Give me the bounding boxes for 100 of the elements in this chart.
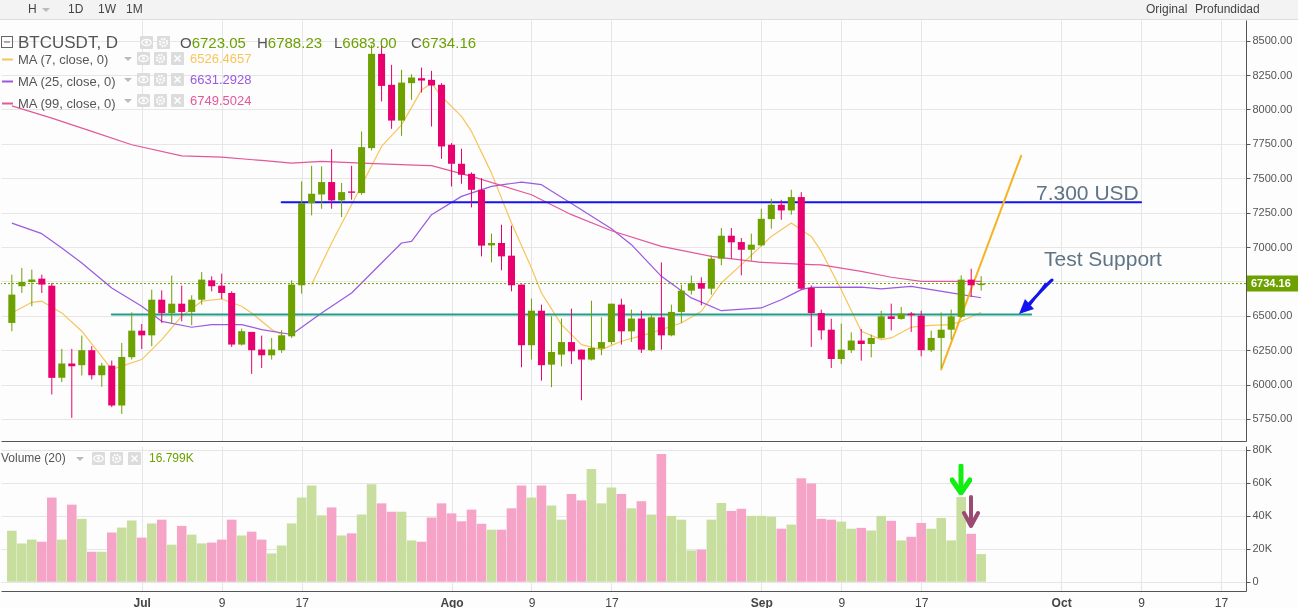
y-tick-label: 6000.00 [1252, 378, 1293, 391]
candlestick [787, 189, 795, 216]
bar [526, 497, 537, 582]
bar [696, 549, 707, 582]
y-tick-label: 20K [1252, 542, 1273, 555]
y-tick-label: 8250.00 [1252, 68, 1293, 81]
bar [176, 525, 187, 582]
candlestick [158, 289, 166, 324]
bar [136, 537, 147, 582]
annotation: 16.799K [149, 451, 194, 465]
candlestick [547, 315, 555, 388]
bar [57, 539, 67, 582]
y-tick-label: 60K [1252, 476, 1273, 489]
bar [77, 518, 87, 582]
candlestick [497, 224, 506, 271]
bar [776, 528, 787, 582]
candlestick [328, 148, 336, 210]
bar [626, 508, 637, 582]
bar [966, 533, 976, 582]
bar [486, 529, 497, 582]
x-tick-label: 9 [528, 595, 536, 610]
bar [896, 540, 907, 582]
candlestick [38, 274, 46, 294]
candlestick [458, 148, 466, 185]
candlestick [58, 348, 66, 383]
bar [786, 524, 797, 582]
candlestick [218, 273, 226, 300]
x-tick-label: Oct [1051, 595, 1072, 610]
annotation: C6734.16 [411, 34, 477, 51]
x-tick-label: 17 [915, 595, 929, 610]
bar [536, 485, 547, 582]
candlestick [887, 303, 895, 331]
bar [856, 527, 867, 582]
candlestick [557, 318, 565, 367]
legend-label: MA (99, close, 0) [18, 95, 116, 111]
line-series [11, 181, 982, 336]
y-tick-label: 6250.00 [1252, 343, 1293, 356]
text: Original [1146, 2, 1188, 16]
candlestick [847, 331, 855, 354]
candlestick [448, 142, 456, 187]
y-tick-label: 7250.00 [1252, 206, 1293, 219]
bar [96, 551, 107, 582]
bar [236, 535, 247, 582]
candlestick [947, 309, 955, 341]
annotation: 6749.5024 [190, 93, 252, 108]
text: BTCUSDT, D [18, 33, 119, 52]
candlestick [937, 311, 945, 369]
annotation: 7.300 USD [1036, 181, 1139, 204]
x-tick-label: 17 [295, 595, 310, 610]
bar [67, 504, 77, 582]
annotation: 6631.2928 [190, 72, 252, 87]
bar [976, 554, 986, 582]
candlestick [627, 309, 635, 343]
x-tick-label: 9 [838, 595, 846, 610]
y-tick-label: 80K [1252, 443, 1273, 456]
x-tick-label: 9 [1138, 595, 1146, 610]
y-tick-label: 7750.00 [1252, 137, 1293, 150]
y-tick-label: 40K [1252, 509, 1273, 522]
bar [326, 507, 337, 582]
candlestick [767, 198, 775, 230]
chart-title: Volume (20) [1, 451, 66, 465]
text: 1M [126, 2, 143, 16]
text: Profundidad [1195, 2, 1260, 16]
candlestick [737, 237, 745, 276]
candlestick [278, 329, 286, 354]
y-tick-label: 5750.00 [1252, 412, 1293, 425]
candlestick [178, 285, 186, 322]
x-tick-label: Jul [133, 595, 151, 610]
y-tick-label: 0 [1252, 575, 1259, 588]
bar [166, 544, 177, 582]
y-tick-label: 7500.00 [1252, 171, 1293, 184]
annotation: H6788.23 [257, 34, 323, 51]
bar [336, 535, 347, 582]
annotation: 6526.4657 [190, 51, 252, 66]
candlestick [877, 310, 885, 340]
candlestick [587, 300, 595, 362]
bar [636, 501, 647, 582]
candlestick [348, 165, 356, 201]
candlestick [188, 294, 196, 326]
legend-label: MA (25, close, 0) [18, 73, 116, 89]
candlestick [98, 362, 106, 388]
y-tick-label: 6500.00 [1252, 309, 1293, 322]
candlestick [927, 330, 935, 353]
candlestick [657, 261, 665, 351]
bar [886, 520, 897, 582]
bar [346, 533, 357, 582]
legend-label: MA (7, close, 0) [18, 51, 109, 67]
bar [656, 454, 667, 582]
ref-line-label: 6734.16 [1251, 276, 1291, 289]
candlestick [697, 276, 705, 306]
candlestick [78, 335, 86, 377]
bar [106, 532, 117, 582]
annotation: L6683.00 [334, 34, 397, 51]
x-tick-label: 9 [218, 595, 226, 610]
candlestick [597, 316, 605, 356]
y-tick-label: 8500.00 [1252, 34, 1293, 47]
annotation: Test Support [1044, 247, 1162, 270]
candlestick [567, 308, 575, 365]
bar [616, 494, 627, 582]
x-tick-label: 17 [1214, 595, 1229, 610]
